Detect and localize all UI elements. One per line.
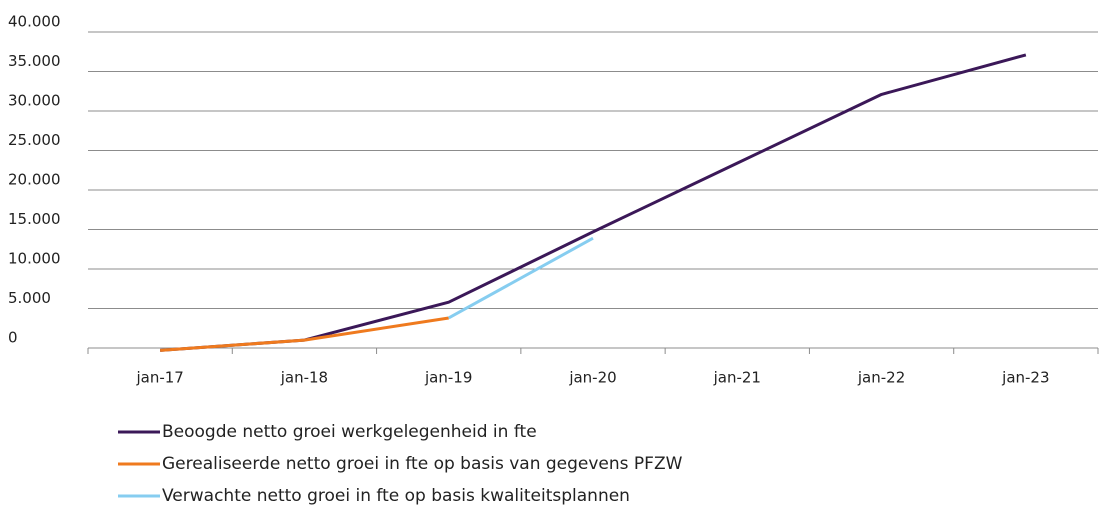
x-tick-label: jan-21 [713,369,761,387]
series-line [160,53,1027,352]
y-tick-label: 5.000 [8,289,51,307]
y-tick-label: 10.000 [8,250,61,268]
y-tick-label: 35.000 [8,52,61,70]
legend-label: Gerealiseerde netto groei in fte op basi… [162,454,683,474]
y-tick-label: 30.000 [8,92,61,110]
y-tick-label: 0 [8,329,18,347]
x-tick-label: jan-17 [135,369,183,387]
y-tick-label: 25.000 [8,131,61,149]
series-line [447,236,594,320]
x-tick-label: jan-19 [424,369,472,387]
series-line [160,316,449,352]
y-tick-label: 20.000 [8,171,61,189]
legend-label: Beoogde netto groei werkgelegenheid in f… [162,422,537,442]
y-tick-label: 40.000 [8,13,61,31]
x-tick-label: jan-22 [857,369,905,387]
x-tick-label: jan-23 [1001,369,1049,387]
y-tick-label: 15.000 [8,210,61,228]
x-tick-label: jan-20 [568,369,616,387]
x-tick-label: jan-18 [280,369,328,387]
legend-label: Verwachte netto groei in fte op basis kw… [162,486,630,506]
